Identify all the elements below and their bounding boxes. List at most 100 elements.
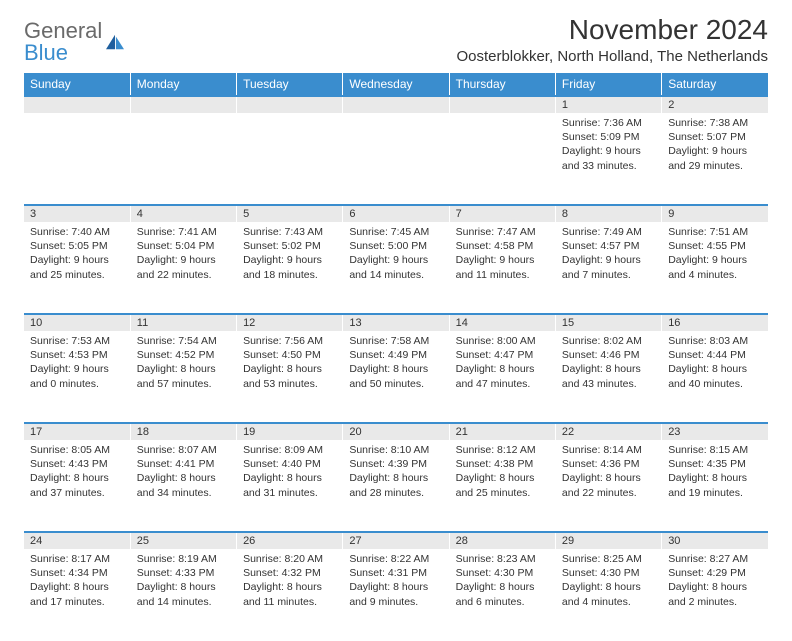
sunset-line: Sunset: 5:09 PM <box>562 130 655 144</box>
day-number: 30 <box>662 532 768 549</box>
sunset-line: Sunset: 5:04 PM <box>137 239 230 253</box>
daylight-line: Daylight: 8 hours and 17 minutes. <box>30 580 124 608</box>
sunset-line: Sunset: 4:47 PM <box>456 348 549 362</box>
day-number: 25 <box>130 532 236 549</box>
day-cell <box>237 113 343 205</box>
logo: General Blue <box>24 14 126 64</box>
sunrise-line: Sunrise: 8:15 AM <box>668 443 762 457</box>
day-cell: Sunrise: 8:00 AMSunset: 4:47 PMDaylight:… <box>449 331 555 423</box>
day-cell: Sunrise: 8:10 AMSunset: 4:39 PMDaylight:… <box>343 440 449 532</box>
day-cell: Sunrise: 7:53 AMSunset: 4:53 PMDaylight:… <box>24 331 130 423</box>
daylight-line: Daylight: 8 hours and 47 minutes. <box>456 362 549 390</box>
daylight-line: Daylight: 8 hours and 28 minutes. <box>349 471 442 499</box>
day-cell: Sunrise: 8:19 AMSunset: 4:33 PMDaylight:… <box>130 549 236 641</box>
sunrise-line: Sunrise: 8:10 AM <box>349 443 442 457</box>
daylight-line: Daylight: 8 hours and 31 minutes. <box>243 471 336 499</box>
sunrise-line: Sunrise: 8:03 AM <box>668 334 762 348</box>
sunrise-line: Sunrise: 8:22 AM <box>349 552 442 566</box>
daylight-line: Daylight: 8 hours and 6 minutes. <box>456 580 549 608</box>
daylight-line: Daylight: 9 hours and 33 minutes. <box>562 144 655 172</box>
sunset-line: Sunset: 4:57 PM <box>562 239 655 253</box>
daylight-line: Daylight: 8 hours and 2 minutes. <box>668 580 762 608</box>
day-number <box>449 96 555 113</box>
day-cell: Sunrise: 8:22 AMSunset: 4:31 PMDaylight:… <box>343 549 449 641</box>
day-cell <box>343 113 449 205</box>
day-cell <box>449 113 555 205</box>
sunset-line: Sunset: 5:02 PM <box>243 239 336 253</box>
day-number: 16 <box>662 314 768 331</box>
sunset-line: Sunset: 4:30 PM <box>456 566 549 580</box>
sunrise-line: Sunrise: 7:58 AM <box>349 334 442 348</box>
header: General Blue November 2024 Oosterblokker… <box>24 14 768 65</box>
sunset-line: Sunset: 4:41 PM <box>137 457 230 471</box>
daynum-row: 3456789 <box>24 205 768 222</box>
sunrise-line: Sunrise: 7:45 AM <box>349 225 442 239</box>
day-cell: Sunrise: 8:12 AMSunset: 4:38 PMDaylight:… <box>449 440 555 532</box>
day-number: 15 <box>555 314 661 331</box>
sunset-line: Sunset: 4:55 PM <box>668 239 762 253</box>
day-number: 27 <box>343 532 449 549</box>
title-block: November 2024 Oosterblokker, North Holla… <box>456 14 768 65</box>
sunset-line: Sunset: 4:35 PM <box>668 457 762 471</box>
day-number: 1 <box>555 96 661 113</box>
logo-line2: Blue <box>24 42 102 64</box>
sunset-line: Sunset: 4:40 PM <box>243 457 336 471</box>
day-header: Thursday <box>449 73 555 96</box>
day-header: Friday <box>555 73 661 96</box>
sunrise-line: Sunrise: 7:38 AM <box>668 116 762 130</box>
content-row: Sunrise: 8:05 AMSunset: 4:43 PMDaylight:… <box>24 440 768 532</box>
sunrise-line: Sunrise: 8:23 AM <box>456 552 549 566</box>
daynum-row: 24252627282930 <box>24 532 768 549</box>
logo-text-block: General Blue <box>24 20 102 64</box>
day-cell: Sunrise: 8:07 AMSunset: 4:41 PMDaylight:… <box>130 440 236 532</box>
day-number <box>343 96 449 113</box>
sunrise-line: Sunrise: 8:00 AM <box>456 334 549 348</box>
day-cell: Sunrise: 8:15 AMSunset: 4:35 PMDaylight:… <box>662 440 768 532</box>
sunrise-line: Sunrise: 7:40 AM <box>30 225 124 239</box>
sunset-line: Sunset: 4:53 PM <box>30 348 124 362</box>
calendar-table: Sunday Monday Tuesday Wednesday Thursday… <box>24 73 768 641</box>
day-number: 4 <box>130 205 236 222</box>
day-number: 2 <box>662 96 768 113</box>
sunrise-line: Sunrise: 7:54 AM <box>137 334 230 348</box>
sunset-line: Sunset: 4:39 PM <box>349 457 442 471</box>
daylight-line: Daylight: 8 hours and 57 minutes. <box>137 362 230 390</box>
sunrise-line: Sunrise: 7:36 AM <box>562 116 655 130</box>
daylight-line: Daylight: 9 hours and 7 minutes. <box>562 253 655 281</box>
day-number <box>237 96 343 113</box>
day-cell: Sunrise: 7:45 AMSunset: 5:00 PMDaylight:… <box>343 222 449 314</box>
sunrise-line: Sunrise: 8:12 AM <box>456 443 549 457</box>
day-number: 26 <box>237 532 343 549</box>
day-cell: Sunrise: 8:23 AMSunset: 4:30 PMDaylight:… <box>449 549 555 641</box>
sunrise-line: Sunrise: 8:17 AM <box>30 552 124 566</box>
sunrise-line: Sunrise: 7:51 AM <box>668 225 762 239</box>
content-row: Sunrise: 7:40 AMSunset: 5:05 PMDaylight:… <box>24 222 768 314</box>
sunset-line: Sunset: 4:38 PM <box>456 457 549 471</box>
sunrise-line: Sunrise: 7:43 AM <box>243 225 336 239</box>
day-number: 3 <box>24 205 130 222</box>
day-cell: Sunrise: 8:14 AMSunset: 4:36 PMDaylight:… <box>555 440 661 532</box>
daynum-row: 12 <box>24 96 768 113</box>
sunset-line: Sunset: 4:31 PM <box>349 566 442 580</box>
day-number: 22 <box>555 423 661 440</box>
daylight-line: Daylight: 8 hours and 40 minutes. <box>668 362 762 390</box>
day-cell: Sunrise: 7:41 AMSunset: 5:04 PMDaylight:… <box>130 222 236 314</box>
day-number: 13 <box>343 314 449 331</box>
sunset-line: Sunset: 5:07 PM <box>668 130 762 144</box>
month-title: November 2024 <box>456 14 768 46</box>
day-cell: Sunrise: 7:47 AMSunset: 4:58 PMDaylight:… <box>449 222 555 314</box>
daylight-line: Daylight: 8 hours and 19 minutes. <box>668 471 762 499</box>
day-header: Tuesday <box>237 73 343 96</box>
sunrise-line: Sunrise: 8:07 AM <box>137 443 230 457</box>
day-cell <box>24 113 130 205</box>
sunrise-line: Sunrise: 7:47 AM <box>456 225 549 239</box>
sunrise-line: Sunrise: 8:20 AM <box>243 552 336 566</box>
day-number <box>24 96 130 113</box>
day-cell: Sunrise: 7:51 AMSunset: 4:55 PMDaylight:… <box>662 222 768 314</box>
day-cell: Sunrise: 7:56 AMSunset: 4:50 PMDaylight:… <box>237 331 343 423</box>
daylight-line: Daylight: 8 hours and 53 minutes. <box>243 362 336 390</box>
day-number: 18 <box>130 423 236 440</box>
sunrise-line: Sunrise: 7:56 AM <box>243 334 336 348</box>
sunset-line: Sunset: 4:36 PM <box>562 457 655 471</box>
day-number: 14 <box>449 314 555 331</box>
